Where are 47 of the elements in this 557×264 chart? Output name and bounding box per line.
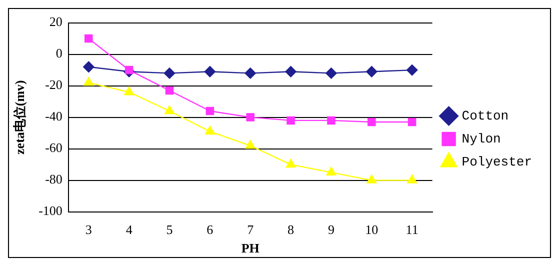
- point: [164, 105, 174, 114]
- point: [326, 166, 336, 176]
- point: [245, 140, 256, 149]
- point: [84, 77, 94, 86]
- x-tick-label: 8: [288, 222, 294, 238]
- x-tick-label: 10: [365, 222, 378, 238]
- y-tick-label: 0: [56, 46, 62, 61]
- x-tick-label: 4: [126, 222, 133, 238]
- point: [366, 174, 377, 184]
- point: [206, 106, 214, 116]
- legend-label: Polyester: [462, 154, 532, 170]
- y-tick-label: -40: [45, 108, 62, 124]
- x-tick-label: 11: [406, 222, 418, 238]
- y-tick-label: -100: [38, 203, 62, 218]
- point: [164, 68, 176, 79]
- y-tick-label: -80: [45, 172, 62, 187]
- point: [84, 34, 93, 43]
- point: [326, 68, 337, 79]
- point: [124, 66, 134, 74]
- point: [286, 116, 295, 125]
- legend-label: Nylon: [462, 131, 501, 146]
- point: [124, 86, 134, 96]
- point: [368, 118, 376, 126]
- y-tick-label: -60: [45, 140, 62, 156]
- point: [204, 66, 216, 78]
- x-axis-title: PH: [241, 240, 260, 256]
- x-tick-label: 6: [206, 222, 214, 238]
- point: [406, 64, 418, 76]
- point: [246, 113, 254, 122]
- y-tick-label: -20: [45, 77, 62, 92]
- point: [327, 116, 336, 125]
- point: [366, 66, 378, 78]
- y-tick-label: 20: [49, 14, 62, 30]
- x-tick-label: 7: [247, 222, 254, 238]
- point: [205, 126, 215, 135]
- legend-label: Cotton: [462, 108, 509, 124]
- x-tick-label: 9: [328, 222, 334, 238]
- point: [408, 118, 416, 126]
- x-tick-label: 3: [85, 222, 92, 238]
- point: [407, 174, 418, 184]
- point: [244, 68, 256, 79]
- point: [285, 66, 296, 78]
- y-axis-title: zeta电位(mv): [12, 80, 28, 154]
- point: [83, 61, 94, 72]
- x-tick-label: 5: [166, 222, 173, 238]
- point: [286, 158, 296, 168]
- point: [165, 86, 174, 95]
